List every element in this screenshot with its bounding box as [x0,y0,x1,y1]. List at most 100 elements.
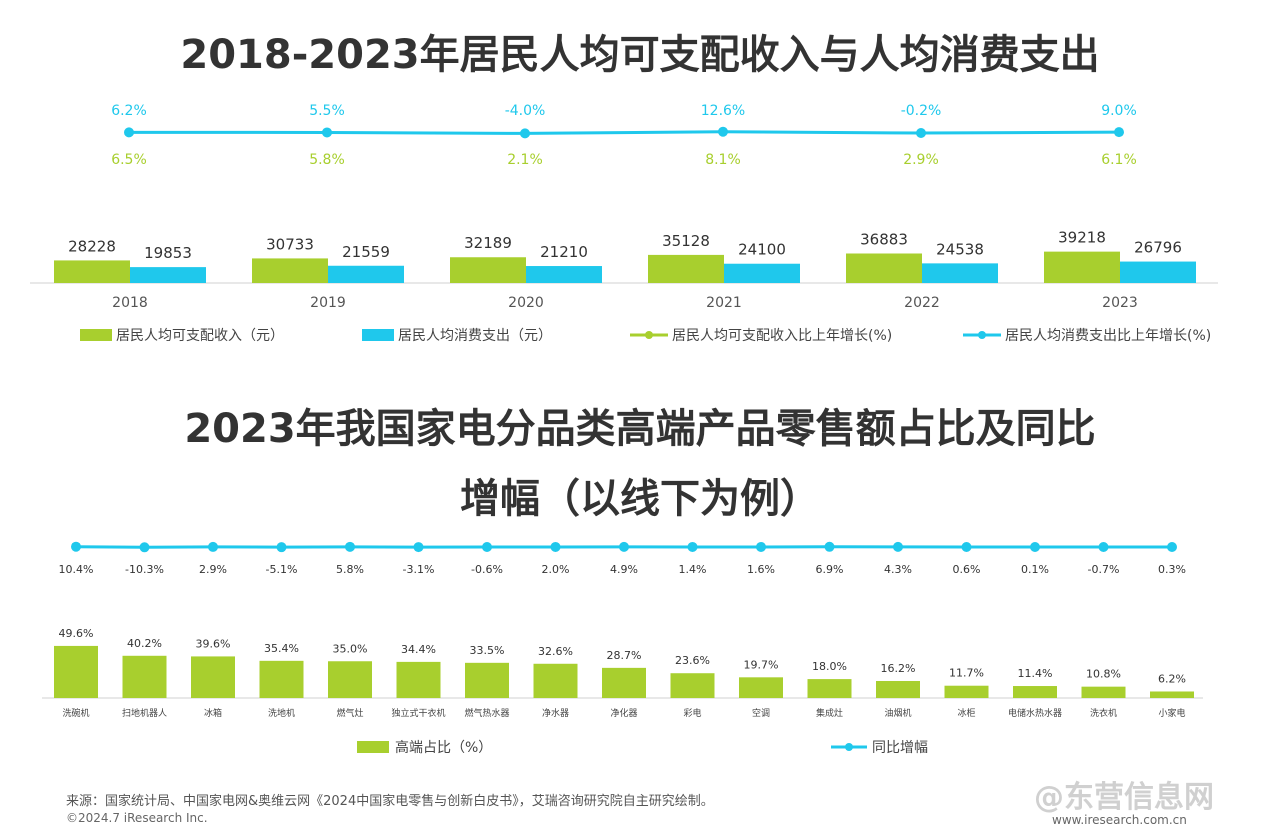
bar-expense-2022 [922,263,998,283]
label-yoy-冰柜: 0.6% [953,563,981,576]
point-expense-growth-2021 [718,126,728,137]
label-share-燃气热水器: 33.5% [470,644,505,657]
bar-share-燃气灶 [328,661,372,698]
x-tick-2022: 2022 [904,295,940,311]
label-expense-growth-2022: -0.2% [901,103,942,119]
point-yoy-扫地机器人 [139,542,150,553]
x-tick-小家电: 小家电 [1158,707,1185,719]
point-yoy-小家电 [1167,541,1177,552]
x-tick-彩电: 彩电 [683,707,701,719]
point-expense-growth-2020 [520,128,530,139]
legend-label-expense: 居民人均消费支出（元） [398,328,552,344]
label-share-空调: 19.7% [744,658,779,671]
label-income-2018: 28228 [68,237,116,255]
label-yoy-洗衣机: -0.7% [1088,563,1120,576]
bar-expense-2023 [1120,261,1196,283]
x-tick-集成灶: 集成灶 [816,707,843,719]
bar-share-电储水热水器 [1013,686,1057,698]
label-yoy-油烟机: 4.3% [884,563,912,576]
bar-income-2018 [54,260,130,283]
x-tick-燃气热水器: 燃气热水器 [464,707,509,719]
bar-share-冰柜 [944,685,989,698]
label-yoy-空调: 1.6% [747,563,775,576]
legend-label-expense-growth: 居民人均消费支出比上年增长(%) [1005,328,1211,344]
bar-income-2020 [450,257,526,283]
label-yoy-净化器: 4.9% [610,563,638,576]
bar-income-2019 [252,258,328,283]
chart2-canvas: 49.6% 洗碗机 10.4% 40.2% 扫地机器人 -10.3% 39.6% 冰箱 2.9%… [42,541,1203,756]
label-expense-growth-2019: 5.5% [309,103,345,119]
label-share-彩电: 23.6% [675,654,710,667]
x-tick-冰柜: 冰柜 [957,707,975,719]
x-tick-2018: 2018 [112,295,148,311]
point-yoy-洗地机 [276,542,287,553]
point-yoy-冰箱 [208,541,218,552]
label-income-2021: 35128 [662,232,710,250]
point-yoy-电储水热水器 [1030,541,1040,552]
point-yoy-独立式干衣机 [413,542,424,553]
point-yoy-燃气灶 [345,541,355,552]
legend-label-yoy: 同比增幅 [872,740,928,756]
legend-label-income-growth: 居民人均可支配收入比上年增长(%) [672,328,892,344]
x-tick-2019: 2019 [310,295,346,311]
label-expense-growth-2018: 6.2% [111,103,147,119]
point-yoy-空调 [756,541,766,552]
x-tick-2021: 2021 [706,295,742,311]
bar-share-独立式干衣机 [396,661,441,698]
label-expense-growth-2020: -4.0% [505,103,546,119]
legend-marker-income-growth [645,331,653,339]
point-expense-growth-2023 [1114,127,1124,138]
bar-share-扫地机器人 [122,655,167,698]
bar-share-净水器 [533,663,578,698]
legend-swatch-share [357,741,389,753]
label-yoy-彩电: 1.4% [679,563,707,576]
label-yoy-扫地机器人: -10.3% [125,563,164,576]
chart2-title-line2: 增幅（以线下为例） [460,476,820,522]
label-share-燃气灶: 35.0% [333,642,368,655]
bar-share-燃气热水器 [465,662,509,698]
x-tick-燃气灶: 燃气灶 [336,707,363,719]
label-yoy-独立式干衣机: -3.1% [403,563,435,576]
chart1-canvas: 28228 19853 2018 6.2% 6.5% 30733 21559 2019 5.5%… [30,103,1218,344]
label-expense-2019: 21559 [342,243,390,261]
legend-label-income: 居民人均可支配收入（元） [116,328,284,344]
point-yoy-彩电 [687,541,698,552]
x-tick-油烟机: 油烟机 [884,707,911,719]
label-share-电储水热水器: 11.4% [1018,667,1053,680]
bar-expense-2021 [724,263,800,283]
label-income-2020: 32189 [464,234,512,252]
label-income-growth-2021: 8.1% [705,152,741,168]
x-tick-冰箱: 冰箱 [204,707,222,719]
bar-share-洗碗机 [54,645,98,698]
label-expense-2018: 19853 [144,244,192,262]
label-income-growth-2020: 2.1% [507,152,543,168]
x-tick-扫地机器人: 扫地机器人 [122,707,167,719]
x-tick-电储水热水器: 电储水热水器 [1008,707,1062,719]
chart2-title-line1: 2023年我国家电分品类高端产品零售额占比及同比 [184,406,1096,452]
label-share-净化器: 28.7% [607,649,642,662]
label-expense-2022: 24538 [936,240,984,258]
watermark: @东营信息网 [1034,780,1214,815]
bar-share-冰箱 [191,656,235,698]
point-expense-growth-2018 [124,127,134,138]
bar-expense-2019 [328,265,404,283]
point-expense-growth-2019 [322,127,332,138]
website-link[interactable]: www.iresearch.com.cn [1052,813,1187,827]
label-yoy-洗地机: -5.1% [266,563,298,576]
legend-swatch-expense [362,329,394,341]
bar-share-小家电 [1150,691,1194,698]
x-tick-洗衣机: 洗衣机 [1090,707,1117,719]
label-share-油烟机: 16.2% [881,662,916,675]
label-yoy-小家电: 0.3% [1158,563,1186,576]
x-tick-空调: 空调 [752,707,770,719]
label-yoy-燃气灶: 5.8% [336,563,364,576]
x-tick-洗碗机: 洗碗机 [62,707,89,719]
label-yoy-净水器: 2.0% [542,563,570,576]
label-income-growth-2018: 6.5% [111,152,147,168]
label-yoy-洗碗机: 10.4% [59,563,94,576]
bar-income-2021 [648,254,724,283]
label-expense-2021: 24100 [738,241,786,259]
label-income-2022: 36883 [860,230,908,248]
bar-share-净化器 [602,667,646,698]
source-note: 来源：国家统计局、中国家电网&奥维云网《2024中国家电零售与创新白皮书》，艾瑞… [66,794,714,809]
